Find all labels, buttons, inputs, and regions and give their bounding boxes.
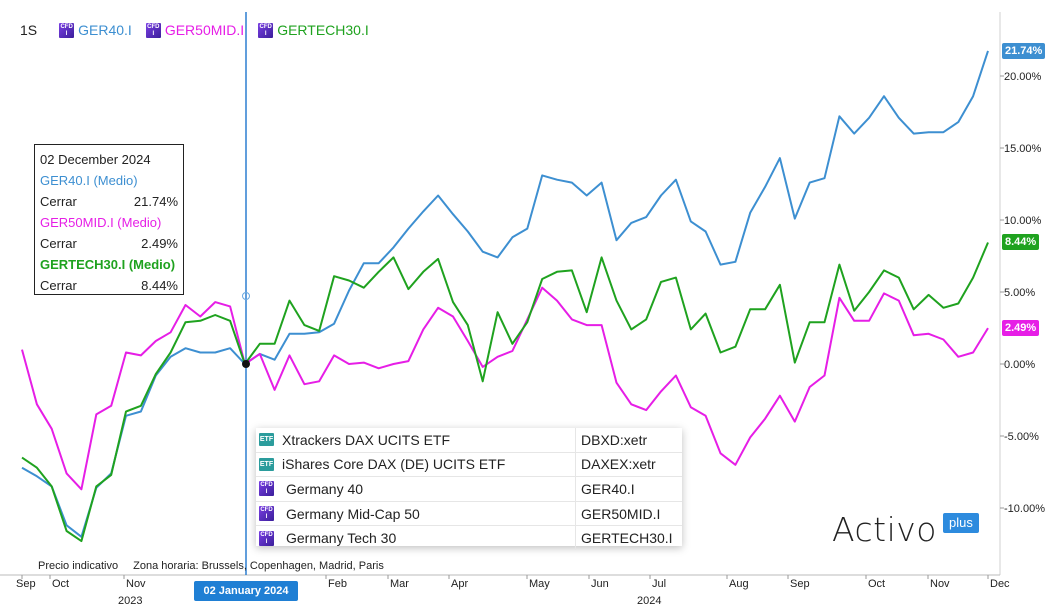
x-tick-label: Oct [868, 578, 885, 590]
y-tick-label: 0.00% [1004, 359, 1035, 371]
x-tick-label: Jul [652, 578, 666, 590]
x-year-label: 2023 [118, 595, 142, 607]
y-tick-label: -10.00% [1004, 503, 1045, 515]
x-tick-label: Oct [52, 578, 69, 590]
table-row[interactable]: ETF Xtrackers DAX UCITS ETF DBXD:xetr [256, 428, 682, 453]
x-tick-label: Mar [390, 578, 409, 590]
x-tick-label: Sep [16, 578, 36, 590]
related-instruments-table: ETF Xtrackers DAX UCITS ETF DBXD:xetr ETF… [256, 428, 682, 550]
etf-icon: ETF [259, 433, 274, 447]
table-row[interactable]: CFD I Germany 40 GER40.I [256, 477, 682, 502]
crosshair-marker [242, 292, 250, 300]
cfd-icon: CFD I [259, 481, 274, 497]
legend-item-ger50mid[interactable]: CFD I GER50MID.I [145, 22, 245, 38]
table-row[interactable]: ETF iShares Core DAX (DE) UCITS ETF DAXEX… [256, 452, 682, 478]
y-tick-label: 15.00% [1004, 143, 1042, 155]
y-tick-label: 10.00% [1004, 215, 1042, 227]
activo-plus-logo: Activo plus [832, 510, 979, 550]
data-tooltip: 02 December 2024 GER40.I (Medio) Cerrar 2… [34, 144, 184, 295]
last-value-badge: 2.49% [1002, 320, 1040, 337]
chart-footer: Precio indicativo Zona horaria: Brussels… [38, 560, 396, 572]
crosshair-origin-point [242, 360, 250, 368]
legend-item-gertech30[interactable]: CFD I GERTECH30.I [258, 22, 369, 38]
legend-item-ger40[interactable]: CFD I GER40.I [59, 22, 132, 38]
cfd-icon: CFD I [259, 506, 274, 522]
series-line-gertech30-i [21, 242, 989, 543]
tooltip-series: GERTECH30.I (Medio) [40, 257, 176, 272]
x-tick-label: Dec [990, 578, 1010, 590]
x-tick-label: Jun [591, 578, 609, 590]
tooltip-value-row: Cerrar 2.49% [40, 236, 178, 251]
table-row[interactable]: CFD I Germany Tech 30 GERTECH30.I [256, 526, 682, 550]
cfd-icon: CFD I [59, 22, 75, 38]
price-note: Precio indicativo [38, 560, 119, 572]
legend-label: GER40.I [78, 22, 132, 38]
cfd-icon: CFD I [259, 530, 274, 546]
x-tick-label: Apr [451, 578, 468, 590]
y-tick-label: -5.00% [1004, 431, 1039, 443]
cfd-icon: CFD I [145, 22, 161, 38]
tooltip-value-row: Cerrar 8.44% [40, 278, 178, 293]
y-tick-label: 20.00% [1004, 71, 1042, 83]
x-tick-label: Aug [729, 578, 749, 590]
crosshair-date-badge: 02 January 2024 [194, 581, 298, 601]
x-tick-label: Nov [126, 578, 146, 590]
x-tick-label: Sep [790, 578, 810, 590]
x-year-label: 2024 [637, 595, 661, 607]
cfd-icon: CFD I [258, 22, 274, 38]
y-tick-label: 5.00% [1004, 287, 1035, 299]
etf-icon: ETF [259, 457, 274, 471]
legend-label: GER50MID.I [164, 22, 245, 38]
tooltip-series: GER50MID.I (Medio) [40, 215, 162, 230]
table-row[interactable]: CFD I Germany Mid-Cap 50 GER50MID.I [256, 501, 682, 527]
chart-legend: 1S CFD I GER40.I CFD I GER50MID.I CFD I GER… [20, 20, 383, 40]
period-label[interactable]: 1S [20, 22, 38, 38]
timezone-label: Zona horaria: Brussels, Copenhagen, Madr… [133, 560, 384, 572]
tooltip-date: 02 December 2024 [40, 152, 151, 167]
series-line-ger40-i [21, 50, 989, 538]
x-tick-label: May [529, 578, 550, 590]
legend-label: GERTECH30.I [277, 22, 369, 38]
series-line-ger50mid-i [21, 286, 989, 491]
x-tick-label: Nov [930, 578, 950, 590]
last-value-badge: 8.44% [1002, 234, 1040, 251]
tooltip-value-row: Cerrar 21.74% [40, 194, 178, 209]
last-value-badge: 21.74% [1002, 42, 1046, 59]
tooltip-series: GER40.I (Medio) [40, 173, 138, 188]
x-tick-label: Feb [328, 578, 347, 590]
